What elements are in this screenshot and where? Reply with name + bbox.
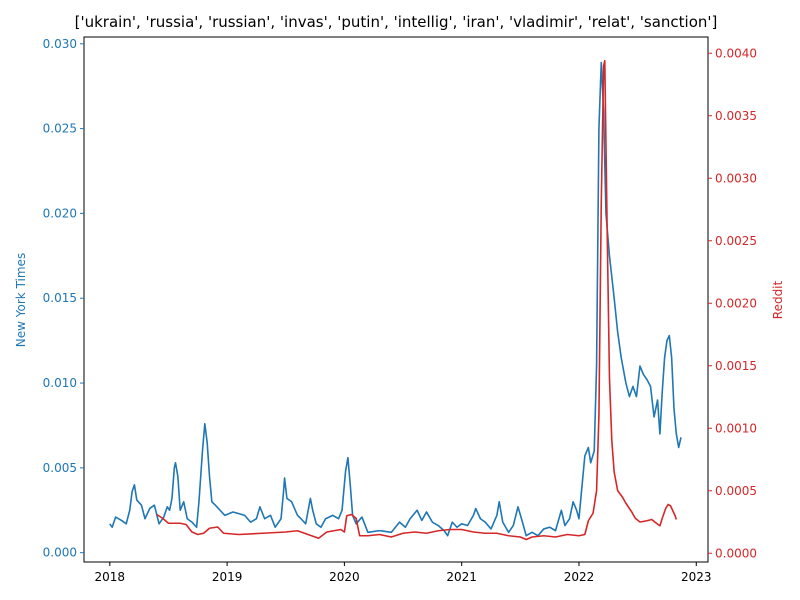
left-y-tick-label: 0.020 [43,206,77,220]
right-y-tick-label: 0.0020 [715,296,757,310]
x-tick-label: 2020 [329,570,360,584]
right-y-tick-label: 0.0025 [715,234,757,248]
chart-title: ['ukrain', 'russia', 'russian', 'invas',… [75,13,718,31]
plot-frame [83,36,709,563]
right-y-tick-label: 0.0035 [715,109,757,123]
x-tick-label: 2018 [95,570,126,584]
series-group [109,59,682,541]
left-y-axis: 0.000 0.005 0.010 0.015 0.020 0.025 0.030 [43,37,84,560]
right-y-tick-label: 0.0015 [715,359,757,373]
x-tick-label: 2019 [212,570,243,584]
series-line-new-york-times [109,61,682,537]
left-axis-label: New York Times [14,253,28,347]
left-y-tick-label: 0.005 [43,461,77,475]
x-tick-label: 2022 [564,570,595,584]
x-tick-label: 2021 [446,570,477,584]
x-axis: 2018 2019 2020 2021 2022 2023 [95,562,712,584]
right-y-tick-label: 0.0005 [715,484,757,498]
right-y-tick-label: 0.0010 [715,421,757,435]
right-y-tick-label: 0.0000 [715,546,757,560]
x-tick-label: 2023 [681,570,712,584]
right-y-axis: 0.0000 0.0005 0.0010 0.0015 0.0020 0.0025 0.00… [708,46,757,560]
left-y-tick-label: 0.015 [43,291,77,305]
left-y-tick-label: 0.010 [43,376,77,390]
right-y-tick-label: 0.0030 [715,171,757,185]
left-y-tick-label: 0.030 [43,37,77,51]
right-y-tick-label: 0.0040 [715,46,757,60]
right-axis-label: Reddit [771,280,785,319]
left-y-tick-label: 0.000 [43,546,77,560]
left-y-tick-label: 0.025 [43,122,77,136]
series-line-reddit [156,59,678,541]
